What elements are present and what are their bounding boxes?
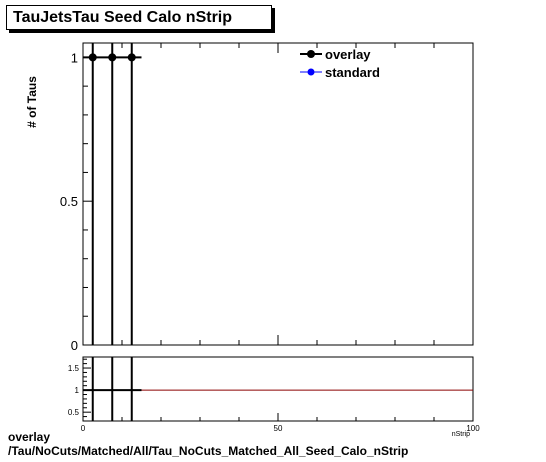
y-tick-label: 1 <box>71 50 78 65</box>
main-y-ticks: 00.51 <box>60 50 93 353</box>
overlay-point <box>108 53 117 62</box>
caption-line-2: /Tau/NoCuts/Matched/All/Tau_NoCuts_Match… <box>8 444 409 458</box>
ratio-axis-ticks: 0.5 1 1.5 0 50 100 <box>68 358 480 433</box>
legend-label-overlay: overlay <box>325 47 371 62</box>
title-box: TauJetsTau Seed Calo nStrip <box>6 5 272 30</box>
ratio-y-tick-label: 0.5 <box>68 408 80 417</box>
chart-title: TauJetsTau Seed Calo nStrip <box>13 9 233 26</box>
ratio-y-tick-label: 1 <box>75 386 80 395</box>
ratio-x-tick-label: 0 <box>81 424 86 433</box>
ratio-series <box>83 357 473 421</box>
legend-marker-standard <box>307 68 315 76</box>
main-plot-area <box>82 42 474 346</box>
main-y-axis-label: # of Taus <box>25 76 39 128</box>
ratio-y-tick-label: 1.5 <box>68 364 80 373</box>
main-x-ticks <box>82 43 474 345</box>
main-frame <box>82 42 474 346</box>
ratio-x-tick-label: 50 <box>274 424 283 433</box>
caption: overlay /Tau/NoCuts/Matched/All/Tau_NoCu… <box>8 430 408 458</box>
ratio-frame <box>82 356 474 422</box>
legend-marker-overlay <box>307 50 315 58</box>
y-tick-label: 0.5 <box>60 194 78 209</box>
ratio-x-axis-label: nStrip <box>452 431 470 438</box>
y-tick-label: 0 <box>71 338 78 353</box>
overlay-point <box>88 53 97 62</box>
ratio-x-tick-label: 100 <box>466 424 480 433</box>
caption-line-1: overlay <box>8 430 51 444</box>
overlay-point <box>127 53 136 62</box>
legend-label-standard: standard <box>325 65 380 80</box>
overlay-series <box>83 43 142 345</box>
legend: overlay standard <box>300 47 380 80</box>
ratio-plot-area <box>82 356 474 422</box>
